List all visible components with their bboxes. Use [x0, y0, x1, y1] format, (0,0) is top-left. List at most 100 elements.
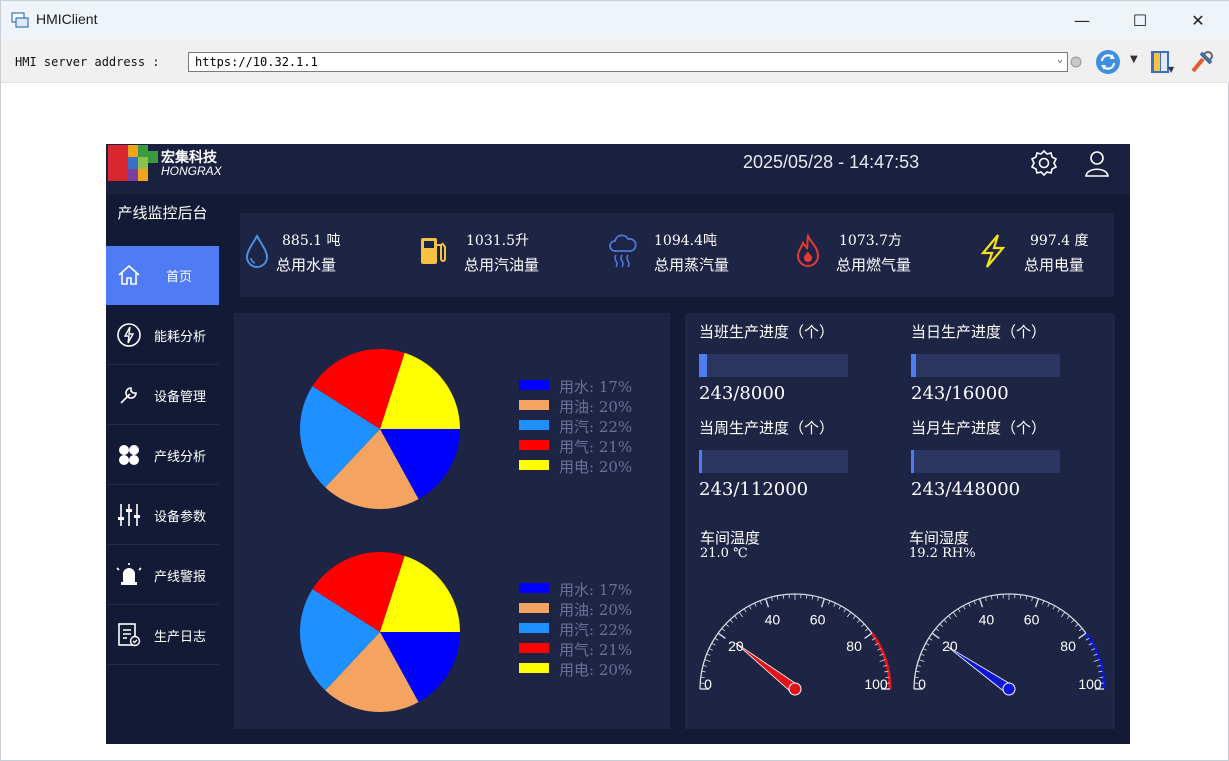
bookmark-icon[interactable] — [1148, 49, 1174, 75]
gauge-tick — [1047, 602, 1050, 607]
progress-title: 当周生产进度（个） — [699, 419, 835, 437]
gauge-tick — [838, 605, 842, 610]
legend-swatch — [519, 460, 549, 470]
gauge-tick — [1070, 619, 1075, 623]
sidebar-item-line-analysis[interactable]: 产线分析 — [106, 426, 219, 485]
pie-slice-用水 — [380, 429, 460, 500]
legend-item: 用水: 17% — [519, 377, 659, 397]
pie-slice-用气 — [312, 349, 405, 429]
gauge-tick — [721, 628, 726, 632]
gauge-tick — [852, 615, 856, 620]
day-progress: 当日生产进度（个） 243/16000 — [911, 321, 1111, 404]
gauge-tick — [1093, 659, 1100, 662]
sidebar: 产线监控后台 首页 能耗分析 设备管理 — [106, 194, 219, 744]
brand-name-cn: 宏集科技 — [161, 150, 217, 166]
stat-label: 总用水量 — [276, 256, 337, 274]
progress-value: 243/16000 — [911, 383, 1009, 404]
gauge-tick — [1097, 664, 1102, 667]
legend-label: 用水: 17% — [559, 581, 633, 599]
gauge-tick — [1088, 642, 1093, 646]
week-progress: 当周生产进度（个） 243/112000 — [699, 417, 899, 500]
gauge-tick — [843, 608, 847, 613]
legend-swatch — [519, 420, 549, 430]
wrench-icon — [120, 387, 137, 404]
gauge-tick — [1025, 595, 1028, 600]
gauge-tick — [701, 670, 706, 673]
refresh-icon[interactable] — [1095, 49, 1121, 75]
gauge-range-arc — [1084, 632, 1106, 690]
gauge-tick — [734, 615, 738, 620]
address-label: HMI server address : — [15, 55, 160, 69]
fan-icon — [119, 445, 139, 465]
gauge-tick — [738, 611, 744, 618]
gauge-range-arc — [870, 632, 892, 690]
gauge-tick — [1057, 608, 1061, 613]
gauge-tick — [874, 642, 879, 646]
stat-electricity: 997.4 度 总用电量 — [976, 213, 1114, 297]
legend-swatch — [519, 643, 549, 653]
maximize-button[interactable]: ☐ — [1111, 1, 1169, 39]
sidebar-item-log[interactable]: 生产日志 — [106, 606, 219, 665]
energy-pie-chart-1 — [299, 349, 460, 509]
gauge-tick — [820, 598, 826, 608]
gauge-tick-label: 0 — [704, 676, 712, 692]
gauge-tick — [1099, 676, 1104, 678]
gauge-tick — [717, 632, 726, 640]
progress-fill — [911, 450, 914, 473]
gauge-tick — [1020, 594, 1022, 599]
bolt-icon — [980, 234, 1006, 268]
consumption-stats: 885.1 吨 总用水量 1031.5升 总用汽油量 — [240, 213, 1114, 297]
gauge-tick — [782, 594, 784, 599]
steam-cloud-icon — [609, 234, 637, 268]
stat-steam: 1094.4吨 总用蒸汽量 — [606, 213, 786, 297]
bookmark-dropdown-icon[interactable]: ▼ — [1168, 65, 1175, 74]
minimize-button[interactable]: — — [1053, 1, 1111, 39]
sidebar-item-label: 设备管理 — [154, 390, 207, 405]
sidebar-item-equipment[interactable]: 设备管理 — [106, 366, 219, 425]
tools-icon[interactable] — [1189, 49, 1215, 75]
gauge-tick-label: 100 — [864, 676, 888, 692]
gauge-tick — [948, 615, 952, 620]
stat-value: 1073.7方 — [839, 233, 902, 249]
legend-swatch — [519, 400, 549, 410]
legend-swatch — [519, 380, 549, 390]
gauge-tick — [978, 598, 984, 608]
legend-swatch — [519, 583, 549, 593]
address-input[interactable]: https://10.32.1.1 ⌄ — [188, 52, 1068, 72]
sidebar-item-home[interactable]: 首页 — [106, 246, 219, 305]
progress-title: 当月生产进度（个） — [911, 419, 1047, 437]
sidebar-item-energy[interactable]: 能耗分析 — [106, 306, 219, 365]
stat-water: 885.1 吨 总用水量 — [240, 213, 410, 297]
gauge-tick — [883, 664, 888, 667]
legend-label: 用油: 20% — [559, 601, 633, 619]
gauge-tick — [729, 619, 734, 623]
gauge-tick — [952, 611, 958, 618]
sidebar-item-parameters[interactable]: 设备参数 — [106, 486, 219, 545]
temperature-readout: 车间温度 21.0 ℃ — [700, 527, 760, 561]
user-icon[interactable] — [1082, 148, 1112, 178]
chevron-down-icon[interactable]: ⌄ — [1056, 54, 1063, 65]
gauge-tick — [776, 595, 779, 600]
fuel-pump-icon — [421, 238, 446, 264]
shift-progress: 当班生产进度（个） 243/8000 — [699, 321, 899, 404]
gauge-tick — [1093, 653, 1098, 656]
pie-slice-用水 — [380, 632, 460, 703]
sidebar-item-alarms[interactable]: 产线警报 — [106, 546, 219, 605]
gauge-tick — [935, 628, 940, 632]
gear-icon[interactable] — [1029, 148, 1059, 178]
legend-swatch — [519, 440, 549, 450]
gauge-tick — [968, 602, 971, 607]
temperature-gauge: 0 20 40 60 80 100 — [699, 593, 892, 696]
refresh-dropdown-icon[interactable]: ▼ — [1130, 54, 1138, 65]
gauge-tick-label: 60 — [1024, 612, 1040, 628]
gauge-tick — [708, 648, 713, 651]
gauge-tick — [984, 596, 987, 601]
progress-title: 当班生产进度（个） — [699, 323, 835, 341]
gauge-tick — [916, 664, 921, 667]
pie-slice-用汽 — [299, 589, 380, 691]
gauge-tick — [743, 608, 747, 613]
close-button[interactable]: ✕ — [1169, 1, 1227, 39]
gauge-tick — [711, 642, 716, 646]
progress-fill — [911, 354, 916, 377]
legend-label: 用汽: 22% — [559, 418, 633, 436]
